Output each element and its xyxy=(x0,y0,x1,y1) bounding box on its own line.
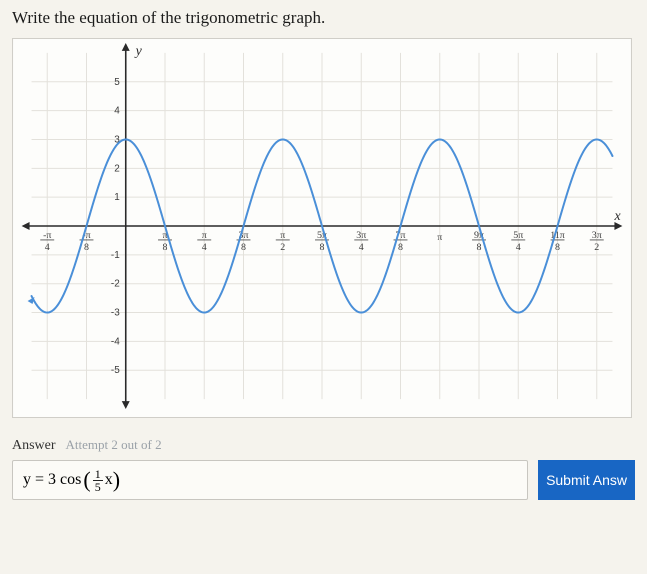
svg-text:8: 8 xyxy=(320,242,325,253)
eq-open-paren: ( xyxy=(83,467,90,493)
attempt-counter: Attempt 2 out of 2 xyxy=(66,437,162,452)
svg-text:8: 8 xyxy=(241,242,246,253)
svg-text:-5: -5 xyxy=(111,365,120,376)
svg-text:3π: 3π xyxy=(592,230,602,241)
eq-prefix: y = 3 cos xyxy=(23,471,81,489)
svg-text:x: x xyxy=(613,209,621,224)
svg-text:5: 5 xyxy=(114,77,120,88)
svg-text:π: π xyxy=(202,230,207,241)
svg-text:11π: 11π xyxy=(550,230,565,241)
svg-text:8: 8 xyxy=(398,242,403,253)
graph-panel: yx-5-4-3-2-112345-π4-π8π8π43π8π25π83π47π… xyxy=(12,38,632,418)
svg-text:-3: -3 xyxy=(111,308,120,319)
svg-text:2: 2 xyxy=(594,242,599,253)
trig-graph: yx-5-4-3-2-112345-π4-π8π8π43π8π25π83π47π… xyxy=(13,39,631,417)
svg-text:-1: -1 xyxy=(111,250,120,261)
svg-text:-π: -π xyxy=(43,230,51,241)
eq-suffix: x xyxy=(105,471,113,489)
svg-text:π: π xyxy=(437,232,442,243)
question-prompt: Write the equation of the trigonometric … xyxy=(12,8,635,28)
svg-text:8: 8 xyxy=(163,242,168,253)
svg-text:1: 1 xyxy=(114,192,120,203)
submit-button[interactable]: Submit Answ xyxy=(538,460,635,500)
svg-text:4: 4 xyxy=(45,242,50,253)
svg-text:8: 8 xyxy=(555,242,560,253)
equation-input[interactable]: y = 3 cos ( 1 5 x ) xyxy=(12,460,528,500)
svg-text:π: π xyxy=(280,230,285,241)
svg-text:4: 4 xyxy=(202,242,207,253)
svg-text:8: 8 xyxy=(84,242,89,253)
svg-text:5π: 5π xyxy=(513,230,523,241)
eq-close-paren: ) xyxy=(113,467,120,493)
svg-text:y: y xyxy=(134,44,143,59)
answer-label: Answer xyxy=(12,438,56,453)
eq-fraction: 1 5 xyxy=(93,468,103,493)
svg-text:4: 4 xyxy=(516,242,521,253)
svg-text:2: 2 xyxy=(114,163,120,174)
svg-text:2: 2 xyxy=(280,242,285,253)
answer-section: Answer Attempt 2 out of 2 xyxy=(12,436,635,454)
svg-text:4: 4 xyxy=(114,106,120,117)
svg-text:3π: 3π xyxy=(356,230,366,241)
svg-text:-4: -4 xyxy=(111,336,120,347)
svg-text:-2: -2 xyxy=(111,279,120,290)
svg-text:8: 8 xyxy=(477,242,482,253)
svg-text:4: 4 xyxy=(359,242,364,253)
